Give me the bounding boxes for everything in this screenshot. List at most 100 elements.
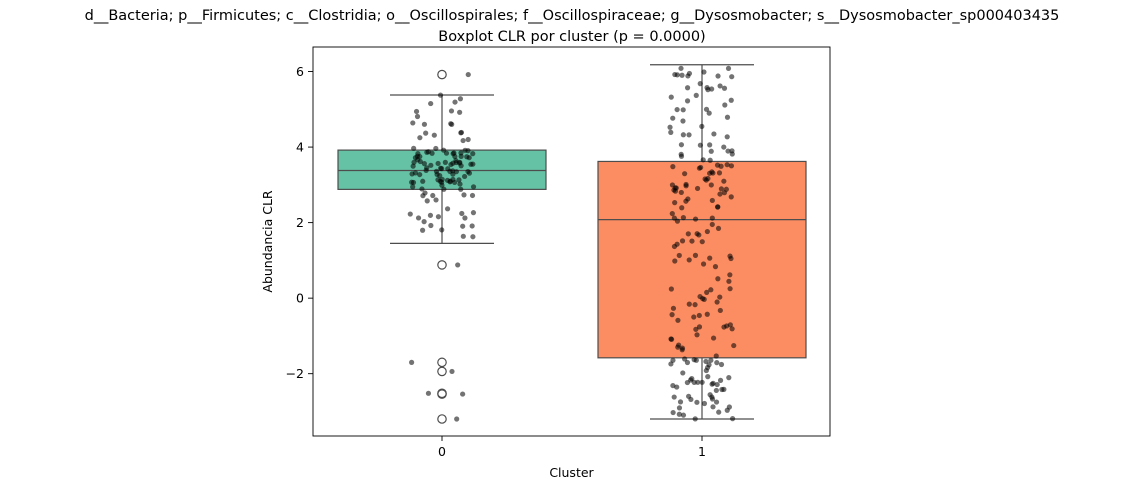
- outlier-point: [437, 260, 447, 270]
- jitter-point: [700, 157, 706, 163]
- jitter-point: [670, 357, 676, 363]
- jitter-point: [465, 136, 471, 143]
- jitter-point: [671, 215, 677, 221]
- jitter-point: [670, 382, 676, 389]
- jitter-point: [409, 179, 415, 185]
- x-tick-label: 0: [438, 444, 446, 459]
- jitter-point: [726, 404, 732, 410]
- jitter-point: [714, 381, 720, 388]
- jitter-point: [715, 204, 721, 210]
- jitter-point: [700, 295, 706, 302]
- jitter-point: [715, 276, 721, 282]
- jitter-point: [424, 149, 430, 155]
- jitter-point: [724, 134, 730, 140]
- jitter-point: [414, 113, 421, 120]
- jitter-point: [718, 186, 724, 192]
- jitter-point: [425, 390, 432, 396]
- jitter-point: [447, 178, 453, 184]
- jitter-point: [439, 166, 445, 172]
- jitter-point: [679, 238, 686, 244]
- jitter-point: [721, 324, 727, 330]
- jitter-point: [419, 227, 426, 233]
- jitter-point: [439, 179, 445, 185]
- jitter-point: [670, 305, 677, 311]
- jitter-point: [668, 129, 674, 135]
- jitter-point: [452, 99, 458, 105]
- jitter-point: [427, 212, 434, 218]
- jitter-point: [410, 120, 416, 126]
- jitter-point: [437, 92, 444, 98]
- jitter-point: [470, 234, 476, 240]
- jitter-point: [667, 124, 673, 130]
- jitter-point: [674, 106, 680, 113]
- jitter-point: [726, 278, 732, 284]
- jitter-point: [470, 151, 476, 157]
- jitter-point: [682, 356, 688, 362]
- jitter-point: [689, 238, 695, 244]
- jitter-point: [712, 264, 719, 270]
- jitter-point: [729, 326, 735, 332]
- jitter-point: [469, 223, 475, 229]
- jitter-point: [705, 175, 711, 182]
- jitter-point: [441, 186, 447, 192]
- chart-subtitle: Boxplot CLR por cluster (p = 0.0000): [438, 29, 705, 45]
- jitter-point: [444, 206, 451, 212]
- jitter-point: [721, 85, 728, 91]
- jitter-point: [722, 102, 728, 108]
- jitter-point: [696, 312, 702, 319]
- jitter-point: [696, 324, 703, 330]
- jitter-point: [726, 375, 732, 381]
- jitter-point: [470, 161, 476, 167]
- jitter-point: [717, 294, 723, 300]
- jitter-point: [714, 162, 721, 168]
- box-group-0: [337, 69, 547, 424]
- jitter-point: [461, 192, 467, 198]
- jitter-point: [449, 368, 455, 375]
- jitter-point: [707, 392, 713, 398]
- jitter-point: [701, 400, 708, 407]
- jitter-point: [424, 165, 430, 171]
- jitter-point: [679, 72, 685, 78]
- jitter-point: [700, 261, 707, 267]
- jitter-point: [709, 86, 715, 92]
- jitter-point: [457, 181, 463, 187]
- jitter-point: [729, 151, 735, 157]
- jitter-point: [694, 185, 701, 192]
- jitter-point: [717, 377, 724, 383]
- jitter-point: [680, 412, 687, 418]
- jitter-point: [718, 361, 725, 368]
- jitter-point: [462, 173, 468, 180]
- jitter-point: [688, 396, 694, 403]
- jitter-point: [727, 322, 733, 328]
- jitter-point: [450, 160, 456, 166]
- jitter-point: [713, 353, 719, 359]
- jitter-point: [686, 257, 692, 263]
- jitter-point: [678, 65, 684, 71]
- jitter-point: [717, 191, 723, 197]
- jitter-point: [672, 71, 678, 78]
- jitter-point: [729, 74, 735, 80]
- jitter-point: [407, 211, 413, 217]
- jitter-point: [466, 155, 472, 161]
- jitter-point: [716, 170, 723, 176]
- jitter-point: [727, 253, 733, 259]
- jitter-point: [699, 123, 705, 129]
- jitter-point: [713, 399, 720, 405]
- jitter-point: [417, 135, 423, 141]
- jitter-point: [692, 302, 698, 308]
- jitter-point: [707, 157, 713, 163]
- jitter-point: [431, 132, 437, 138]
- jitter-point: [435, 214, 442, 220]
- jitter-point: [684, 359, 691, 366]
- jitter-point: [670, 115, 676, 121]
- jitter-point: [710, 404, 716, 410]
- jitter-point: [676, 411, 682, 417]
- jitter-point: [727, 286, 733, 292]
- jitter-point: [706, 362, 712, 368]
- jitter-point: [457, 109, 463, 115]
- jitter-point: [668, 94, 674, 100]
- jitter-point: [727, 272, 733, 278]
- jitter-point: [422, 190, 428, 196]
- jitter-point: [433, 197, 439, 203]
- jitter-point: [462, 215, 468, 221]
